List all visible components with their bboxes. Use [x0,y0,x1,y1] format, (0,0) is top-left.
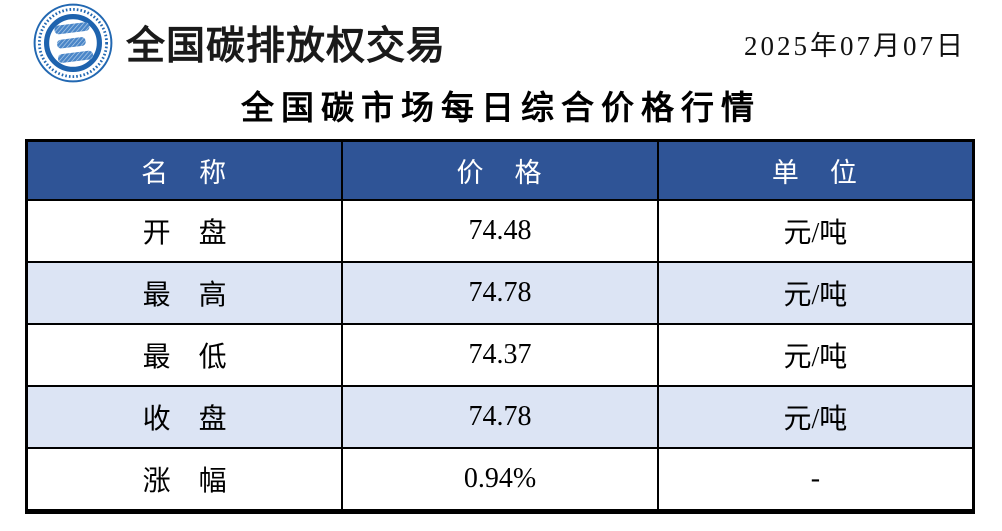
cell-name: 涨 幅 [25,447,344,513]
cell-price: 74.78 [341,385,659,449]
table-row-close: 收 盘 74.78 元/吨 [25,385,975,449]
price-table: 名 称 价 格 单 位 开 盘 74.48 元/吨 最 高 74.78 元/吨 … [25,139,975,514]
column-header-name: 名 称 [25,139,344,201]
cell-unit: 元/吨 [656,261,975,325]
cell-name: 最 低 [25,323,344,387]
cell-price: 74.48 [341,199,659,263]
cell-unit: - [656,447,975,513]
table-row-change: 涨 幅 0.94% - [25,447,975,513]
cell-unit: 元/吨 [656,323,975,387]
cell-name: 收 盘 [25,385,344,449]
table-header-row: 名 称 价 格 单 位 [25,139,975,201]
price-table-container: 名 称 价 格 单 位 开 盘 74.48 元/吨 最 高 74.78 元/吨 … [25,139,975,514]
cell-name: 开 盘 [25,199,344,263]
brand: 全国碳排放权交易 [33,3,446,83]
cell-price: 74.78 [341,261,659,325]
cell-unit: 元/吨 [656,385,975,449]
cell-price: 0.94% [341,447,659,513]
report-date: 2025年07月07日 [744,30,966,61]
brand-title: 全国碳排放权交易 [126,25,447,68]
table-row-high: 最 高 74.78 元/吨 [25,261,975,325]
header-bar: 全国碳排放权交易 2025年07月07日 [0,0,1002,84]
exchange-seal-logo-icon [33,3,113,83]
table-row-low: 最 低 74.37 元/吨 [25,323,975,387]
column-header-unit: 单 位 [656,139,975,201]
cell-unit: 元/吨 [656,199,975,263]
cell-name: 最 高 [25,261,344,325]
column-header-price: 价 格 [341,139,659,201]
page-title: 全国碳市场每日综合价格行情 [241,91,761,127]
cell-price: 74.37 [341,323,659,387]
table-row-open: 开 盘 74.48 元/吨 [25,199,975,263]
